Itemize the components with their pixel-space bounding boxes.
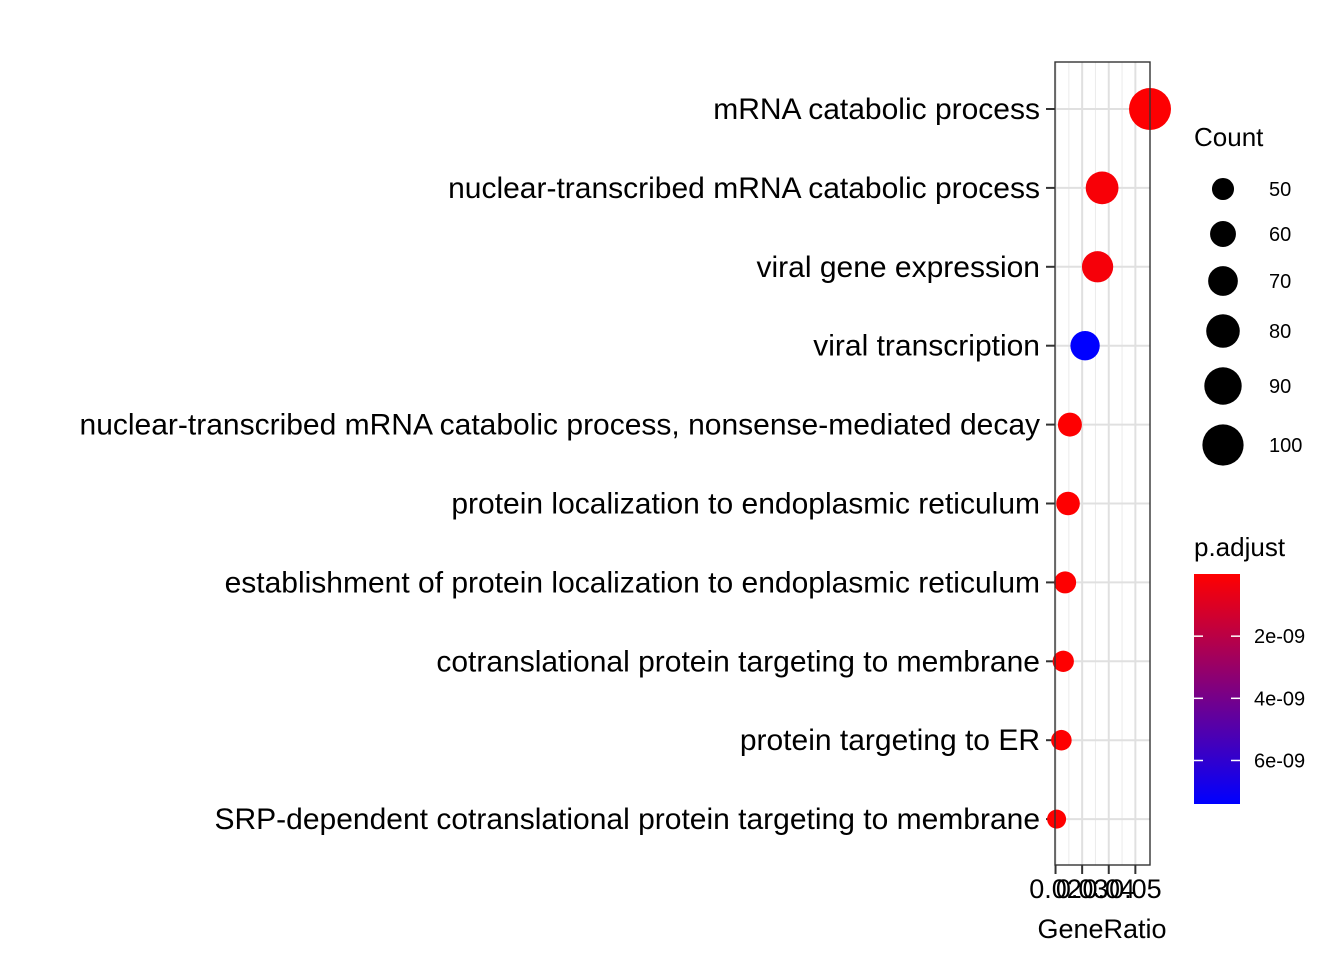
data-point xyxy=(1051,729,1072,751)
y-tick-label: viral gene expression xyxy=(757,251,1041,284)
count-legend-dot xyxy=(1206,314,1240,348)
count-legend: Count 50 60 70 80 90 100 xyxy=(1194,122,1302,466)
x-tick-label: 0.02 xyxy=(1029,874,1082,904)
data-point xyxy=(1054,571,1077,594)
count-legend-label: 70 xyxy=(1269,271,1291,293)
x-tick-label: 0.03 xyxy=(1056,874,1109,904)
padjust-tick-label: 6e-09 xyxy=(1254,750,1305,772)
padjust-tick-label: 4e-09 xyxy=(1254,688,1305,710)
count-legend-label: 80 xyxy=(1269,321,1291,343)
y-tick-label: establishment of protein localization to… xyxy=(225,566,1040,599)
y-tick-label: cotranslational protein targeting to mem… xyxy=(436,645,1040,678)
y-axis: mRNA catabolic process nuclear-transcribe… xyxy=(80,93,1055,836)
y-tick-label: SRP-dependent cotranslational protein ta… xyxy=(215,803,1041,836)
points-layer xyxy=(1047,88,1171,829)
count-legend-dot xyxy=(1210,221,1236,247)
x-axis-title: GeneRatio xyxy=(1037,914,1166,944)
count-legend-dot xyxy=(1211,177,1235,201)
plot-panel-border xyxy=(1054,61,1151,866)
count-legend-dot xyxy=(1204,367,1242,405)
padjust-colorbar xyxy=(1194,574,1240,804)
count-legend-items: 50 60 70 80 90 100 xyxy=(1202,177,1302,466)
x-tick-label: 0.05 xyxy=(1109,874,1162,904)
count-legend-title: Count xyxy=(1194,122,1264,152)
count-legend-label: 100 xyxy=(1269,435,1302,457)
count-legend-label: 60 xyxy=(1269,224,1291,246)
data-point xyxy=(1070,331,1100,361)
y-tick-label: nuclear-transcribed mRNA catabolic proce… xyxy=(80,409,1040,442)
padjust-tick-label: 2e-09 xyxy=(1254,626,1305,648)
x-axis: 0.020.030.040.05 xyxy=(1029,865,1162,904)
y-tick-label: protein targeting to ER xyxy=(740,724,1040,757)
data-point xyxy=(1081,251,1114,283)
count-legend-label: 90 xyxy=(1269,376,1291,398)
count-legend-dot xyxy=(1202,424,1244,466)
data-point xyxy=(1085,171,1119,205)
data-point xyxy=(1047,809,1067,829)
data-point xyxy=(1056,491,1080,516)
count-legend-label: 50 xyxy=(1269,179,1291,201)
x-tick-label: 0.04 xyxy=(1082,874,1135,904)
count-legend-dot xyxy=(1208,266,1238,296)
y-tick-label: viral transcription xyxy=(813,330,1040,363)
padjust-legend-ticks: 2e-09 4e-09 6e-09 xyxy=(1194,626,1305,772)
data-point xyxy=(1052,650,1074,672)
y-tick-label: nuclear-transcribed mRNA catabolic proce… xyxy=(448,172,1040,205)
y-tick-label: mRNA catabolic process xyxy=(713,93,1040,126)
padjust-legend: p.adjust 2e-09 4e-09 6e-09 xyxy=(1194,532,1305,804)
padjust-legend-title: p.adjust xyxy=(1194,532,1286,562)
data-point xyxy=(1057,412,1082,437)
y-tick-label: protein localization to endoplasmic reti… xyxy=(451,488,1040,521)
